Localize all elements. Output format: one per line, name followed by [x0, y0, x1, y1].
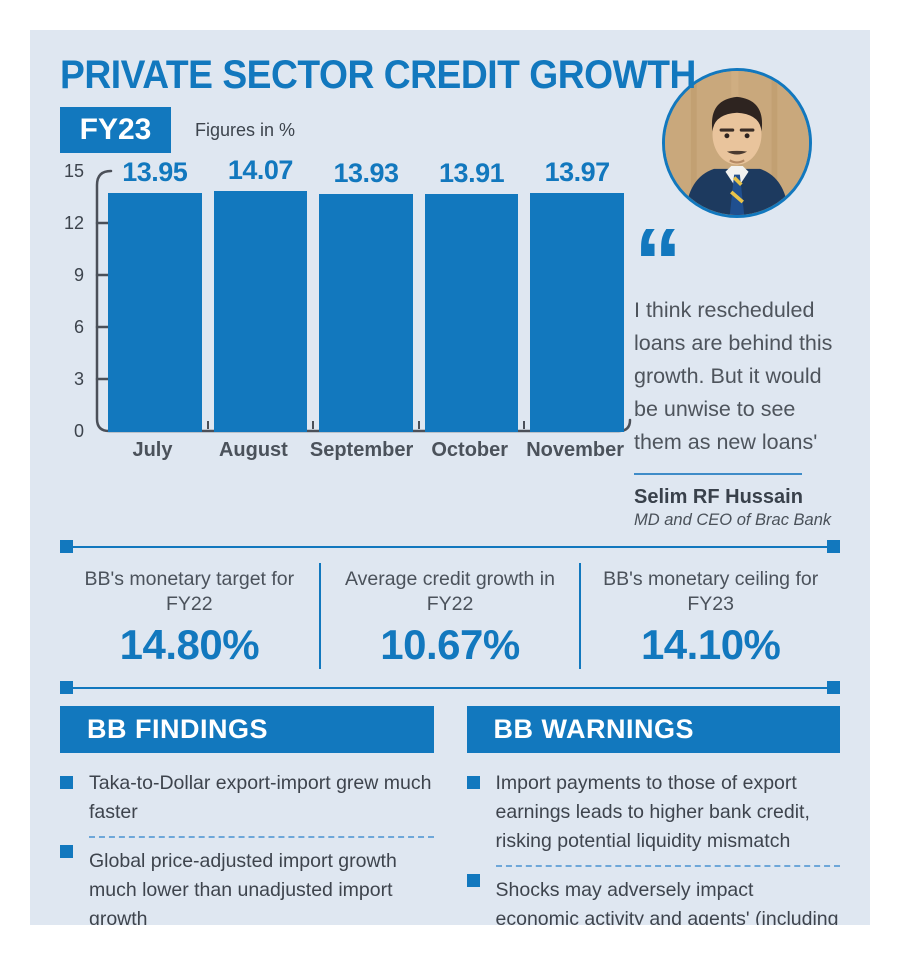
x-axis-tick	[418, 421, 420, 429]
stats-band: BB's monetary target for FY22 14.80% Ave…	[60, 540, 840, 694]
stat-label: Average credit growth in FY22	[345, 568, 555, 615]
bar-column: 13.93	[319, 159, 413, 432]
y-axis-tick-label: 0	[73, 421, 84, 441]
stats-bottom-rule	[60, 681, 840, 694]
x-axis-month-label: September	[309, 439, 414, 461]
stat-value: 14.10%	[640, 621, 781, 668]
x-axis-tick	[207, 421, 209, 429]
rule-line	[73, 545, 827, 548]
stat-value: 10.67%	[380, 621, 520, 668]
bar	[530, 192, 624, 432]
rule-square-icon	[60, 540, 73, 553]
bar	[424, 193, 519, 432]
stat-label: BB's monetary target for FY22	[84, 568, 295, 615]
y-axis-tick-label: 15	[63, 161, 84, 181]
bar-column: 13.95	[108, 158, 202, 432]
chart-plot: 13.95 14.07 13.93 13.91 13.97 0 3 6 9 12 15	[64, 156, 634, 441]
bar-value-label: 13.93	[333, 157, 399, 188]
bar-value-label: 13.91	[439, 157, 505, 188]
chart-month-labels: July August September October November	[108, 439, 624, 462]
stat-card: BB's monetary ceiling for FY23 14.10%	[579, 563, 840, 669]
list-item: Shocks may adversely impact economic act…	[466, 865, 840, 925]
y-axis-tick-label: 3	[73, 369, 84, 389]
rule-square-icon	[827, 540, 840, 553]
person-portrait-illustration	[665, 71, 809, 215]
list-item: Global price-adjusted import growth much…	[60, 836, 434, 925]
bar-column: 14.07	[213, 155, 308, 432]
quote-author: Selim RF Hussain	[634, 486, 803, 508]
x-axis-month-label: November	[526, 439, 624, 461]
square-bullet-icon	[466, 776, 480, 789]
stats-top-rule	[60, 540, 840, 553]
list-item-text: Global price-adjusted import growth much…	[89, 836, 434, 925]
bar-value-label: 14.07	[227, 155, 294, 186]
square-bullet-icon	[466, 874, 480, 887]
findings-header: BB FINDINGS	[60, 706, 434, 753]
list-item-text: Taka-to-Dollar export-import grew much f…	[89, 772, 432, 823]
quote-author-title: MD and CEO of Brac Bank	[634, 511, 832, 529]
page-title: PRIVATE SECTOR CREDIT GROWTH	[60, 53, 696, 97]
bar	[108, 193, 202, 432]
infographic-panel: PRIVATE SECTOR CREDIT GROWTH FY23 Figure…	[30, 30, 870, 925]
rule-line	[73, 686, 827, 689]
y-axis-tick-label: 6	[73, 317, 84, 337]
fiscal-year-badge: FY23	[60, 107, 171, 153]
findings-list: Taka-to-Dollar export-import grew much f…	[60, 769, 434, 925]
findings-section: BB FINDINGS Taka-to-Dollar export-import…	[60, 706, 434, 925]
stat-label: BB's monetary ceiling for FY23	[603, 568, 819, 615]
bar-column: 13.97	[530, 158, 624, 432]
warnings-list: Import payments to those of export earni…	[466, 769, 841, 925]
chart-axis	[95, 169, 632, 433]
bar-value-label: 13.97	[544, 156, 611, 187]
x-axis-tick	[523, 421, 525, 429]
stat-card: BB's monetary target for FY22 14.80%	[60, 563, 319, 669]
list-item: Import payments to those of export earni…	[466, 769, 841, 856]
y-axis-tick-label: 9	[73, 265, 84, 285]
bar-value-label: 13.95	[122, 157, 188, 188]
list-item-text: Import payments to those of export earni…	[495, 772, 810, 852]
rule-square-icon	[60, 681, 73, 694]
x-axis-month-label: August	[218, 439, 288, 461]
quote-text: I think rescheduled loans are behind thi…	[634, 298, 833, 454]
portrait-photo	[662, 68, 812, 218]
square-bullet-icon	[60, 776, 73, 789]
bar-chart: 13.95 14.07 13.93 13.91 13.97 0 3 6 9 12 15 July A…	[60, 156, 634, 462]
bar	[213, 191, 308, 432]
list-item-text: Shocks may adversely impact economic act…	[495, 865, 840, 925]
rule-square-icon	[827, 681, 840, 694]
stat-value: 14.80%	[119, 621, 260, 668]
stat-card: Average credit growth in FY22 10.67%	[318, 563, 580, 669]
x-axis-month-label: July	[132, 439, 173, 461]
stats-row: BB's monetary target for FY22 14.80% Ave…	[60, 553, 840, 681]
x-axis-month-label: October	[431, 439, 509, 461]
bar-column: 13.91	[424, 157, 519, 432]
warnings-header: BB WARNINGS	[466, 706, 840, 753]
list-item: Taka-to-Dollar export-import grew much f…	[60, 769, 434, 827]
quote-mark-icon: “	[634, 209, 682, 316]
quote-divider	[634, 473, 802, 475]
figures-unit-note: Figures in %	[195, 119, 296, 140]
warnings-section: BB WARNINGS Import payments to those of …	[466, 706, 841, 925]
square-bullet-icon	[60, 845, 73, 858]
y-axis-tick-label: 12	[63, 213, 84, 233]
x-axis-tick	[312, 421, 314, 429]
bar	[319, 193, 413, 432]
chart-bars: 13.95 14.07 13.93 13.91 13.97	[108, 156, 624, 432]
